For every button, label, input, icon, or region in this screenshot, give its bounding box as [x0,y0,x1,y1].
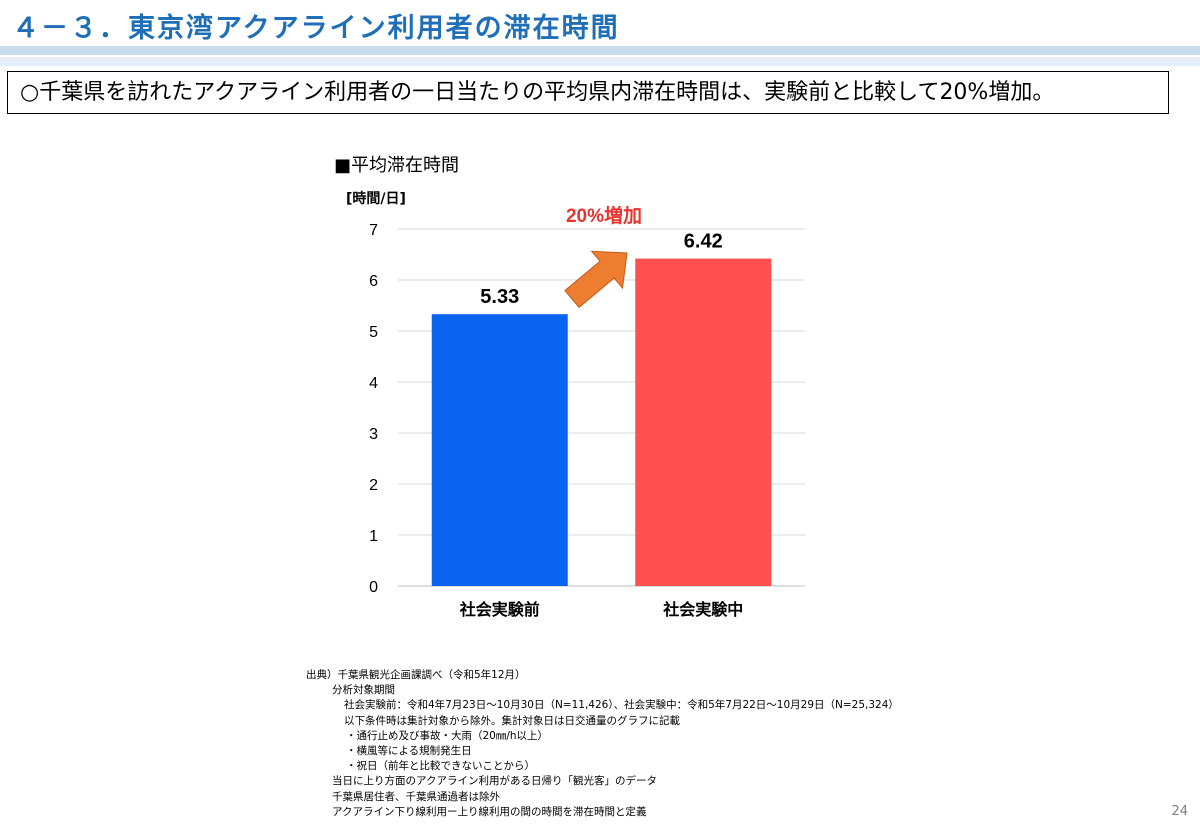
y-tick-label: 5 [369,324,378,341]
note-line: 以下条件時は集計対象から除外。集計対象日は日交通量のグラフに記載 [344,714,680,727]
y-tick-label: 6 [369,273,378,290]
x-category-label: 社会実験前 [459,600,540,619]
note-line: 出典）千葉県観光企画課調べ（令和5年12月） [306,669,526,681]
note-line: 千葉県居住者、千葉県通過者は除外 [332,790,500,803]
title-underline-band-light [0,57,1200,66]
y-tick-label: 2 [369,477,378,494]
bar-before [431,314,568,586]
growth-annotation: 20%増加 [566,205,642,227]
note-line: アクアライン下り線利用ー上り線利用の間の時間を滞在時間と定義 [332,805,647,818]
source-notes: 出典）千葉県観光企画課調べ（令和5年12月） 分析対象期間 社会実験前：令和4年… [306,668,899,820]
title-underline-band [0,46,1200,55]
y-tick-label: 4 [369,375,378,392]
chart-title: ■平均滞在時間 [334,155,460,176]
x-category-label: 社会実験中 [662,600,743,619]
note-line: ・通行止め及び事故・大雨（20㎜/h以上） [346,729,549,742]
page-number: 24 [1171,804,1188,819]
data-label: 5.33 [480,286,519,308]
bar-during [635,258,772,586]
summary-box: ○千葉県を訪れたアクアライン利用者の一日当たりの平均県内滞在時間は、実験前と比較… [7,71,1169,114]
data-label: 6.42 [684,231,723,253]
slide-title: ４－３．東京湾アクアライン利用者の滞在時間 [12,13,620,44]
bar-chart: 0 1 2 3 4 5 6 7 5.33 6.42 社会実験前 社会実験中 20%増加 [369,205,805,619]
y-axis-unit-label: [時間/日] [346,191,406,207]
note-line: ・横風等による規制発生日 [346,745,472,758]
y-tick-label: 1 [369,528,378,545]
note-line: 分析対象期間 [332,684,395,697]
growth-arrow-icon [564,250,628,309]
note-line: 社会実験前：令和4年7月23日～10月30日（N=11,426）、社会実験中：令… [344,699,899,712]
y-tick-label: 3 [369,426,378,443]
y-tick-label: 0 [369,579,378,596]
note-line: ・祝日（前年と比較できないことから） [346,760,535,773]
y-tick-label: 7 [369,222,378,239]
note-line: 当日に上り方面のアクアライン利用がある日帰り「観光客」のデータ [332,775,657,788]
